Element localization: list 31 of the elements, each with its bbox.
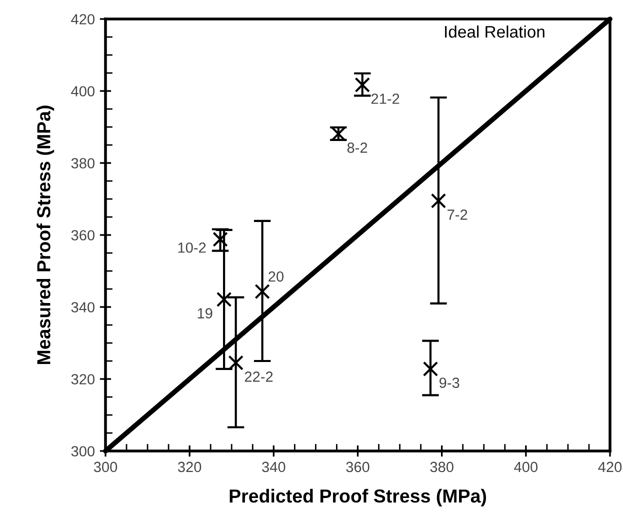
annotation: 9-3 bbox=[440, 378, 460, 388]
point bbox=[216, 292, 232, 308]
x-tick-label: 340 bbox=[262, 462, 286, 472]
point bbox=[430, 193, 446, 208]
point bbox=[354, 77, 370, 93]
x-tick-label: 300 bbox=[94, 462, 118, 472]
y-axis-title: Measured Proof Stress (MPa) bbox=[36, 106, 54, 364]
annotation: Ideal Relation bbox=[445, 25, 544, 38]
y-tick-label: 340 bbox=[71, 302, 95, 312]
annotation: 10-2 bbox=[178, 242, 206, 253]
y-tick-label: 380 bbox=[71, 158, 95, 168]
y-tick-label: 360 bbox=[71, 230, 95, 240]
x-tick-label: 380 bbox=[430, 462, 454, 472]
annotation: 21-2 bbox=[371, 94, 400, 104]
y-tick-label: 400 bbox=[71, 86, 95, 96]
x-axis-title: Predicted Proof Stress (MPa) bbox=[230, 488, 486, 506]
point bbox=[212, 232, 228, 247]
annotation: 22-2 bbox=[244, 372, 273, 382]
point bbox=[254, 284, 270, 300]
point bbox=[422, 361, 438, 377]
x-tick-label: 420 bbox=[598, 462, 622, 472]
y-tick-label: 320 bbox=[71, 374, 95, 384]
y-tick-label: 300 bbox=[71, 446, 95, 456]
annotation: 7-2 bbox=[448, 210, 468, 220]
x-tick-label: 320 bbox=[178, 462, 202, 472]
x-tick-label: 400 bbox=[514, 462, 538, 472]
x-tick-label: 360 bbox=[346, 462, 370, 472]
y-tick-label: 420 bbox=[71, 14, 95, 24]
annotation: 8-2 bbox=[347, 142, 368, 153]
annotation: 20 bbox=[268, 271, 284, 282]
annotation: 19 bbox=[198, 308, 212, 318]
